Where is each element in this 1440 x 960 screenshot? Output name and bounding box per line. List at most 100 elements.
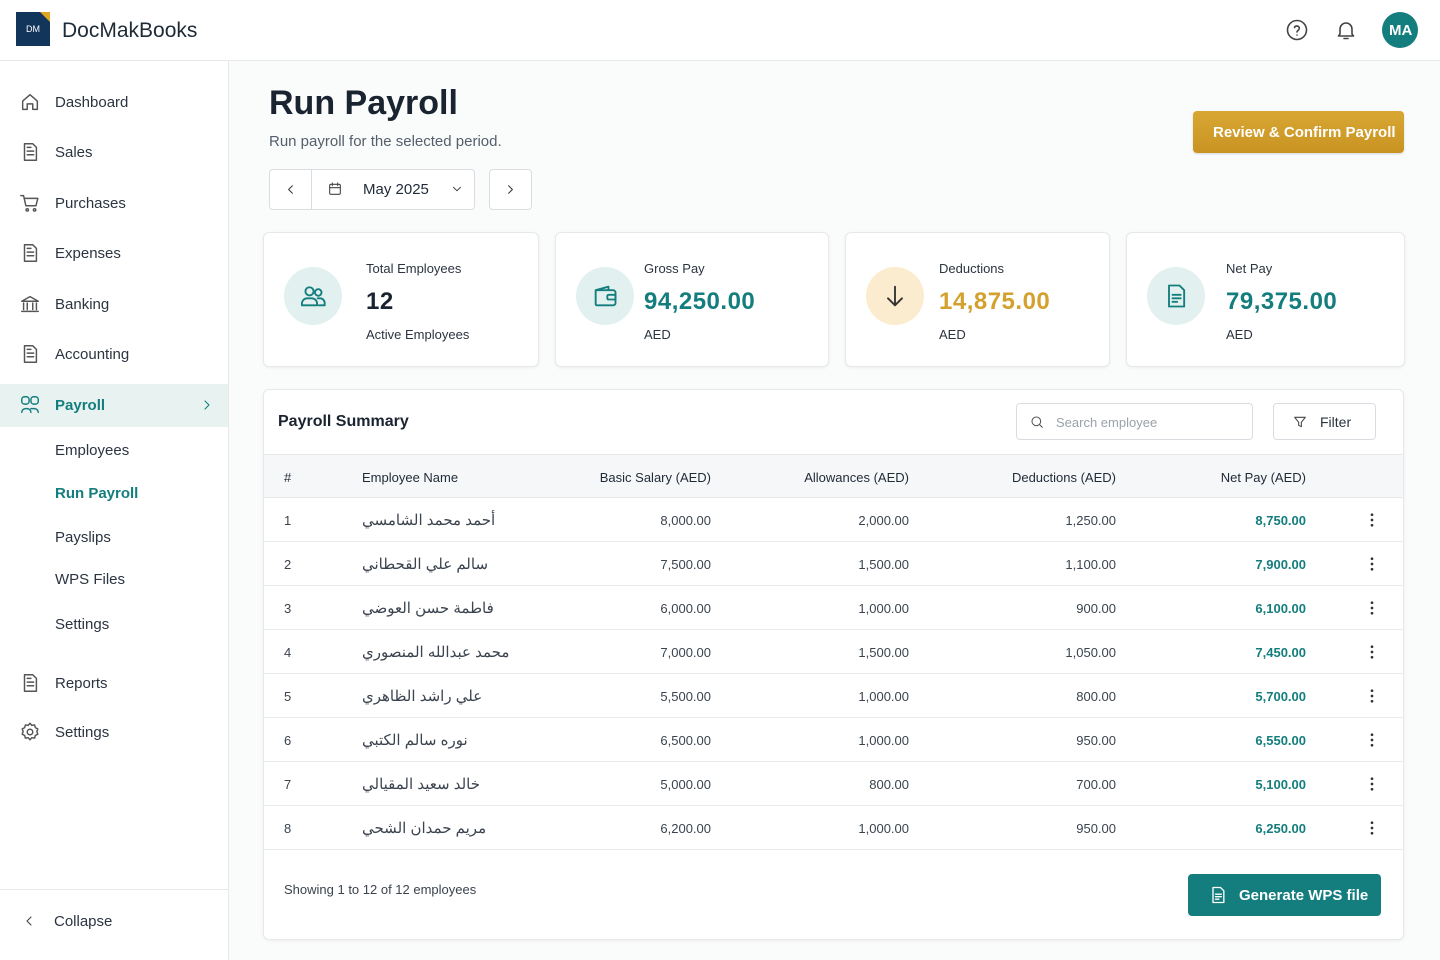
stat-card: Total Employees 12 Active Employees — [263, 232, 539, 367]
prev-period-button[interactable] — [269, 169, 475, 210]
stat-sub: AED — [644, 326, 671, 342]
nav-item[interactable]: Sales — [55, 143, 93, 161]
table-cell: 800.00 — [1076, 688, 1116, 704]
icon-shape — [1286, 19, 1308, 41]
wps-icon — [1212, 886, 1225, 904]
row-actions[interactable] — [1363, 819, 1381, 837]
employee-name: أحمد محمد الشامسي — [362, 511, 496, 529]
table-cell: 2,000.00 — [858, 512, 909, 528]
nav-item[interactable]: Payroll — [55, 396, 106, 414]
icon-shape — [1370, 821, 1374, 825]
row-actions[interactable] — [1363, 511, 1381, 529]
icon-shape — [1370, 733, 1374, 737]
table-cell: 800.00 — [869, 776, 909, 792]
icon-shape — [1370, 689, 1374, 693]
table-cell: 5,700.00 — [1255, 688, 1306, 704]
nav-item[interactable]: Expenses — [55, 244, 121, 262]
collapse-button[interactable]: Collapse — [54, 912, 113, 930]
nav-item[interactable]: Banking — [55, 295, 110, 313]
stat-label: Net Pay — [1226, 260, 1273, 276]
row-actions[interactable] — [1363, 555, 1381, 573]
row-divider — [264, 849, 1403, 850]
table-cell: 7,500.00 — [660, 556, 711, 572]
active-nav-bg — [0, 384, 228, 427]
icon-shape — [1370, 611, 1374, 615]
nav-item[interactable]: Accounting — [55, 345, 130, 363]
row-actions[interactable] — [1363, 775, 1381, 793]
icon-shape — [26, 728, 34, 736]
icon-shape — [21, 93, 39, 111]
nav-icon — [20, 194, 39, 212]
icon-shape — [21, 295, 39, 313]
row-actions[interactable] — [1363, 599, 1381, 617]
column-header: # — [284, 469, 292, 485]
icon-shape — [1370, 650, 1374, 654]
generate-wps-button[interactable]: Generate WPS file — [1188, 874, 1381, 916]
icon-shape — [287, 184, 293, 194]
column-header: Employee Name — [362, 469, 459, 485]
next-period-button[interactable] — [489, 169, 532, 210]
icon-shape — [26, 247, 35, 257]
row-actions[interactable] — [1363, 643, 1381, 661]
period-dropdown-icon — [453, 186, 461, 192]
table-cell: 5 — [284, 688, 292, 704]
nav-subitem[interactable]: Employees — [55, 441, 130, 459]
row-actions[interactable] — [1363, 731, 1381, 749]
employee-name: سالم علي القحطاني — [362, 555, 489, 573]
nav-item[interactable]: Reports — [55, 674, 108, 692]
icon-shape — [1171, 293, 1182, 303]
employee-name: مريم حمدان الشحي — [362, 819, 487, 837]
top-bar — [0, 0, 1440, 61]
icon-shape — [1214, 893, 1222, 900]
stat-icon-bg — [866, 267, 924, 325]
panel-title: Payroll Summary — [278, 413, 409, 430]
icon-shape — [1294, 416, 1306, 428]
icon-shape — [507, 184, 513, 194]
icon-shape — [1370, 787, 1374, 791]
icon-shape — [606, 293, 617, 301]
icon-shape — [1031, 416, 1042, 427]
column-header: Deductions (AED) — [1011, 469, 1116, 485]
table-cell: 6,200.00 — [660, 820, 711, 836]
payroll-summary-panel: Payroll Summary Search employee Filter # Emp… — [263, 389, 1404, 940]
nav-item[interactable]: Dashboard — [55, 93, 129, 111]
icon-shape — [314, 288, 323, 297]
period-divider — [311, 169, 312, 210]
table-cell: 8,750.00 — [1255, 512, 1306, 528]
icon-shape — [23, 674, 38, 692]
column-header: Net Pay (AED) — [1220, 469, 1306, 485]
search-input[interactable]: Search employee — [1016, 403, 1253, 440]
nav-subitem[interactable]: Payslips — [55, 528, 111, 546]
nav-icon — [21, 396, 39, 414]
nav-item[interactable]: Settings — [55, 723, 110, 741]
row-actions[interactable] — [1363, 687, 1381, 705]
review-confirm-button[interactable]: Review & Confirm Payroll — [1193, 111, 1404, 153]
filter-button[interactable]: Filter — [1273, 403, 1376, 440]
period-select[interactable]: May 2025 — [363, 180, 429, 198]
row-divider — [264, 761, 1403, 762]
employee-name: فاطمة حسن العوضي — [362, 599, 494, 617]
stat-card: Gross Pay 94,250.00 AED — [555, 232, 829, 367]
nav-icon — [21, 722, 39, 741]
icon-shape — [23, 345, 38, 363]
table-cell: 3 — [284, 600, 292, 616]
icon-shape — [1168, 284, 1186, 308]
stat-icon — [594, 285, 617, 307]
row-divider — [264, 585, 1403, 586]
row-divider — [264, 541, 1403, 542]
icon-shape — [20, 194, 39, 207]
column-header: Basic Salary (AED) — [599, 469, 711, 485]
table-cell: 7,000.00 — [660, 644, 711, 660]
review-confirm-label: Review & Confirm Payroll — [1213, 123, 1396, 141]
nav-subitem[interactable]: Settings — [55, 615, 110, 633]
nav-icon — [21, 295, 39, 313]
nav-subitem[interactable]: WPS Files — [55, 570, 126, 588]
icon-shape — [329, 183, 341, 195]
nav-subitem[interactable]: Run Payroll — [55, 484, 139, 502]
user-avatar[interactable]: MA — [1382, 12, 1418, 48]
table-cell: 6 — [284, 732, 292, 748]
table-cell: 7 — [284, 776, 292, 792]
nav-item[interactable]: Purchases — [55, 194, 126, 212]
icon-shape — [1039, 424, 1043, 428]
stat-value: 79,375.00 — [1226, 288, 1338, 315]
